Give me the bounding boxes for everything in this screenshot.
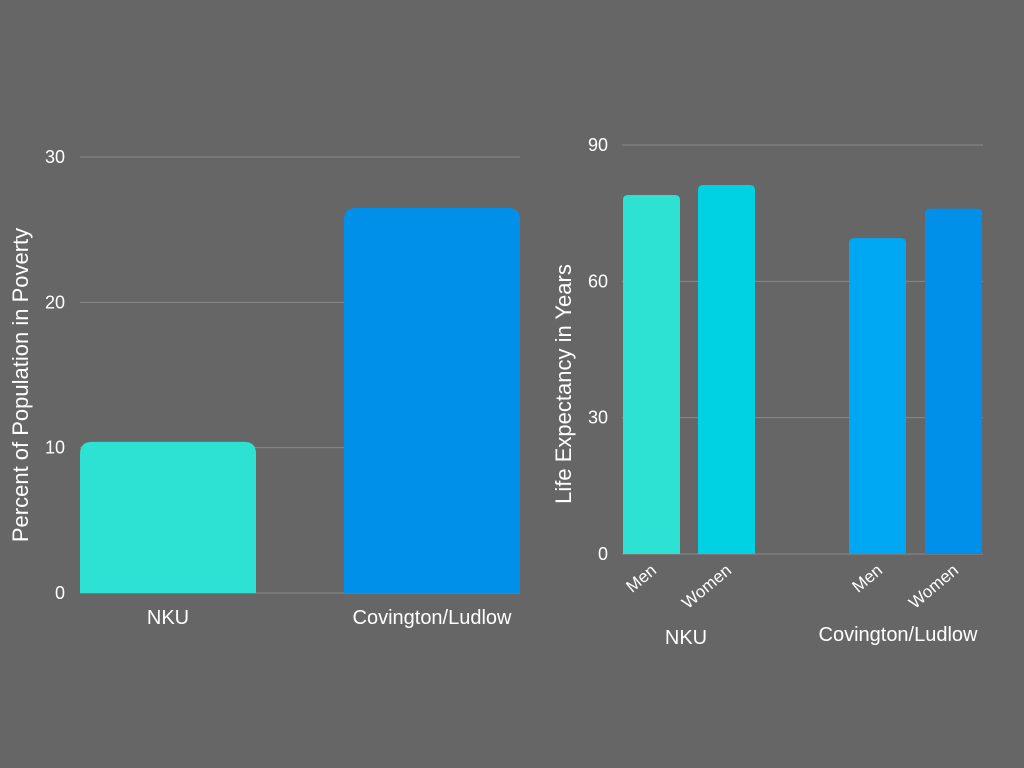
- life-expectancy-x-tick-label: Women: [905, 561, 962, 613]
- life-expectancy-bar: [698, 184, 755, 555]
- life-expectancy-x-tick-label: Women: [678, 561, 735, 613]
- poverty-bar: [80, 441, 256, 593]
- life-expectancy-y-ticks: 0 30 60 90: [588, 135, 608, 564]
- life-expectancy-group-labels: NKU Covington/Ludlow: [665, 624, 978, 649]
- poverty-bar: [344, 207, 520, 593]
- poverty-y-tick-label: 0: [55, 583, 65, 603]
- life-expectancy-bar: [925, 208, 982, 554]
- life-expectancy-x-tick-label: Men: [849, 561, 887, 597]
- life-expectancy-group-label: Covington/Ludlow: [819, 624, 979, 646]
- life-expectancy-y-axis-label: Life Expectancy in Years: [551, 264, 576, 504]
- life-expectancy-y-tick-label: 0: [598, 544, 608, 564]
- life-expectancy-x-tick-label: Men: [623, 561, 661, 597]
- poverty-x-ticks: NKU Covington/Ludlow: [147, 607, 512, 629]
- life-expectancy-gridlines: [622, 144, 983, 555]
- life-expectancy-y-tick-label: 90: [588, 135, 608, 155]
- life-expectancy-x-ticks: Men Women Men Women: [623, 561, 963, 613]
- poverty-y-tick-label: 20: [45, 292, 65, 312]
- poverty-bars: [80, 207, 520, 593]
- life-expectancy-bar: [623, 194, 680, 554]
- poverty-y-tick-label: 30: [45, 147, 65, 167]
- life-expectancy-bar: [849, 238, 906, 554]
- poverty-y-tick-label: 10: [45, 438, 65, 458]
- life-expectancy-y-tick-label: 60: [588, 271, 608, 291]
- life-expectancy-y-tick-label: 30: [588, 408, 608, 428]
- life-expectancy-group-label: NKU: [665, 627, 707, 649]
- poverty-y-ticks: 0 10 20 30: [45, 147, 65, 603]
- life-expectancy-bars: [623, 184, 982, 555]
- poverty-x-tick-label: NKU: [147, 607, 189, 629]
- poverty-x-tick-label: Covington/Ludlow: [353, 607, 513, 629]
- poverty-y-axis-label: Percent of Population in Poverty: [8, 228, 33, 542]
